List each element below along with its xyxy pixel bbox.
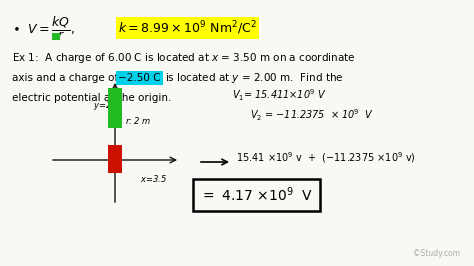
Text: $r$: 2 m: $r$: 2 m	[125, 114, 152, 126]
Text: −2.50 C: −2.50 C	[118, 73, 161, 83]
Text: $=$ 4.17 $\times$10$^9$  V: $=$ 4.17 $\times$10$^9$ V	[200, 186, 313, 204]
Text: $V_2$ = $-$11.2375  $\times$ 10$^9$  V: $V_2$ = $-$11.2375 $\times$ 10$^9$ V	[250, 107, 374, 123]
Text: $x$=3.5: $x$=3.5	[140, 172, 167, 184]
Text: Ex 1:  A charge of 6.00 C is located at $x$ = 3.50 m on a coordinate: Ex 1: A charge of 6.00 C is located at $…	[12, 51, 356, 65]
Text: axis and a charge of: axis and a charge of	[12, 73, 118, 83]
Text: $\bullet$  $V = \dfrac{kQ}{r}$,: $\bullet$ $V = \dfrac{kQ}{r}$,	[12, 14, 75, 42]
Text: $V_1$= 15.411$\times$10$^9$ V: $V_1$= 15.411$\times$10$^9$ V	[232, 87, 327, 103]
Text: $y$=2: $y$=2	[93, 98, 112, 111]
Text: is located at $y$ = 2.00 m.  Find the: is located at $y$ = 2.00 m. Find the	[165, 71, 344, 85]
Bar	[108, 88, 122, 128]
Bar	[108, 145, 122, 173]
Text: $k = 8.99 \times 10^9\ \mathrm{Nm^2/C^2}$: $k = 8.99 \times 10^9\ \mathrm{Nm^2/C^2}…	[118, 19, 257, 37]
Text: ©Study.com: ©Study.com	[413, 249, 460, 258]
Bar	[52, 33, 60, 40]
Text: electric potential at the origin.: electric potential at the origin.	[12, 93, 172, 103]
Text: 15.41 $\times$10$^9$ v  +  ($-$11.2375 $\times$10$^9$ v): 15.41 $\times$10$^9$ v + ($-$11.2375 $\t…	[236, 151, 416, 165]
